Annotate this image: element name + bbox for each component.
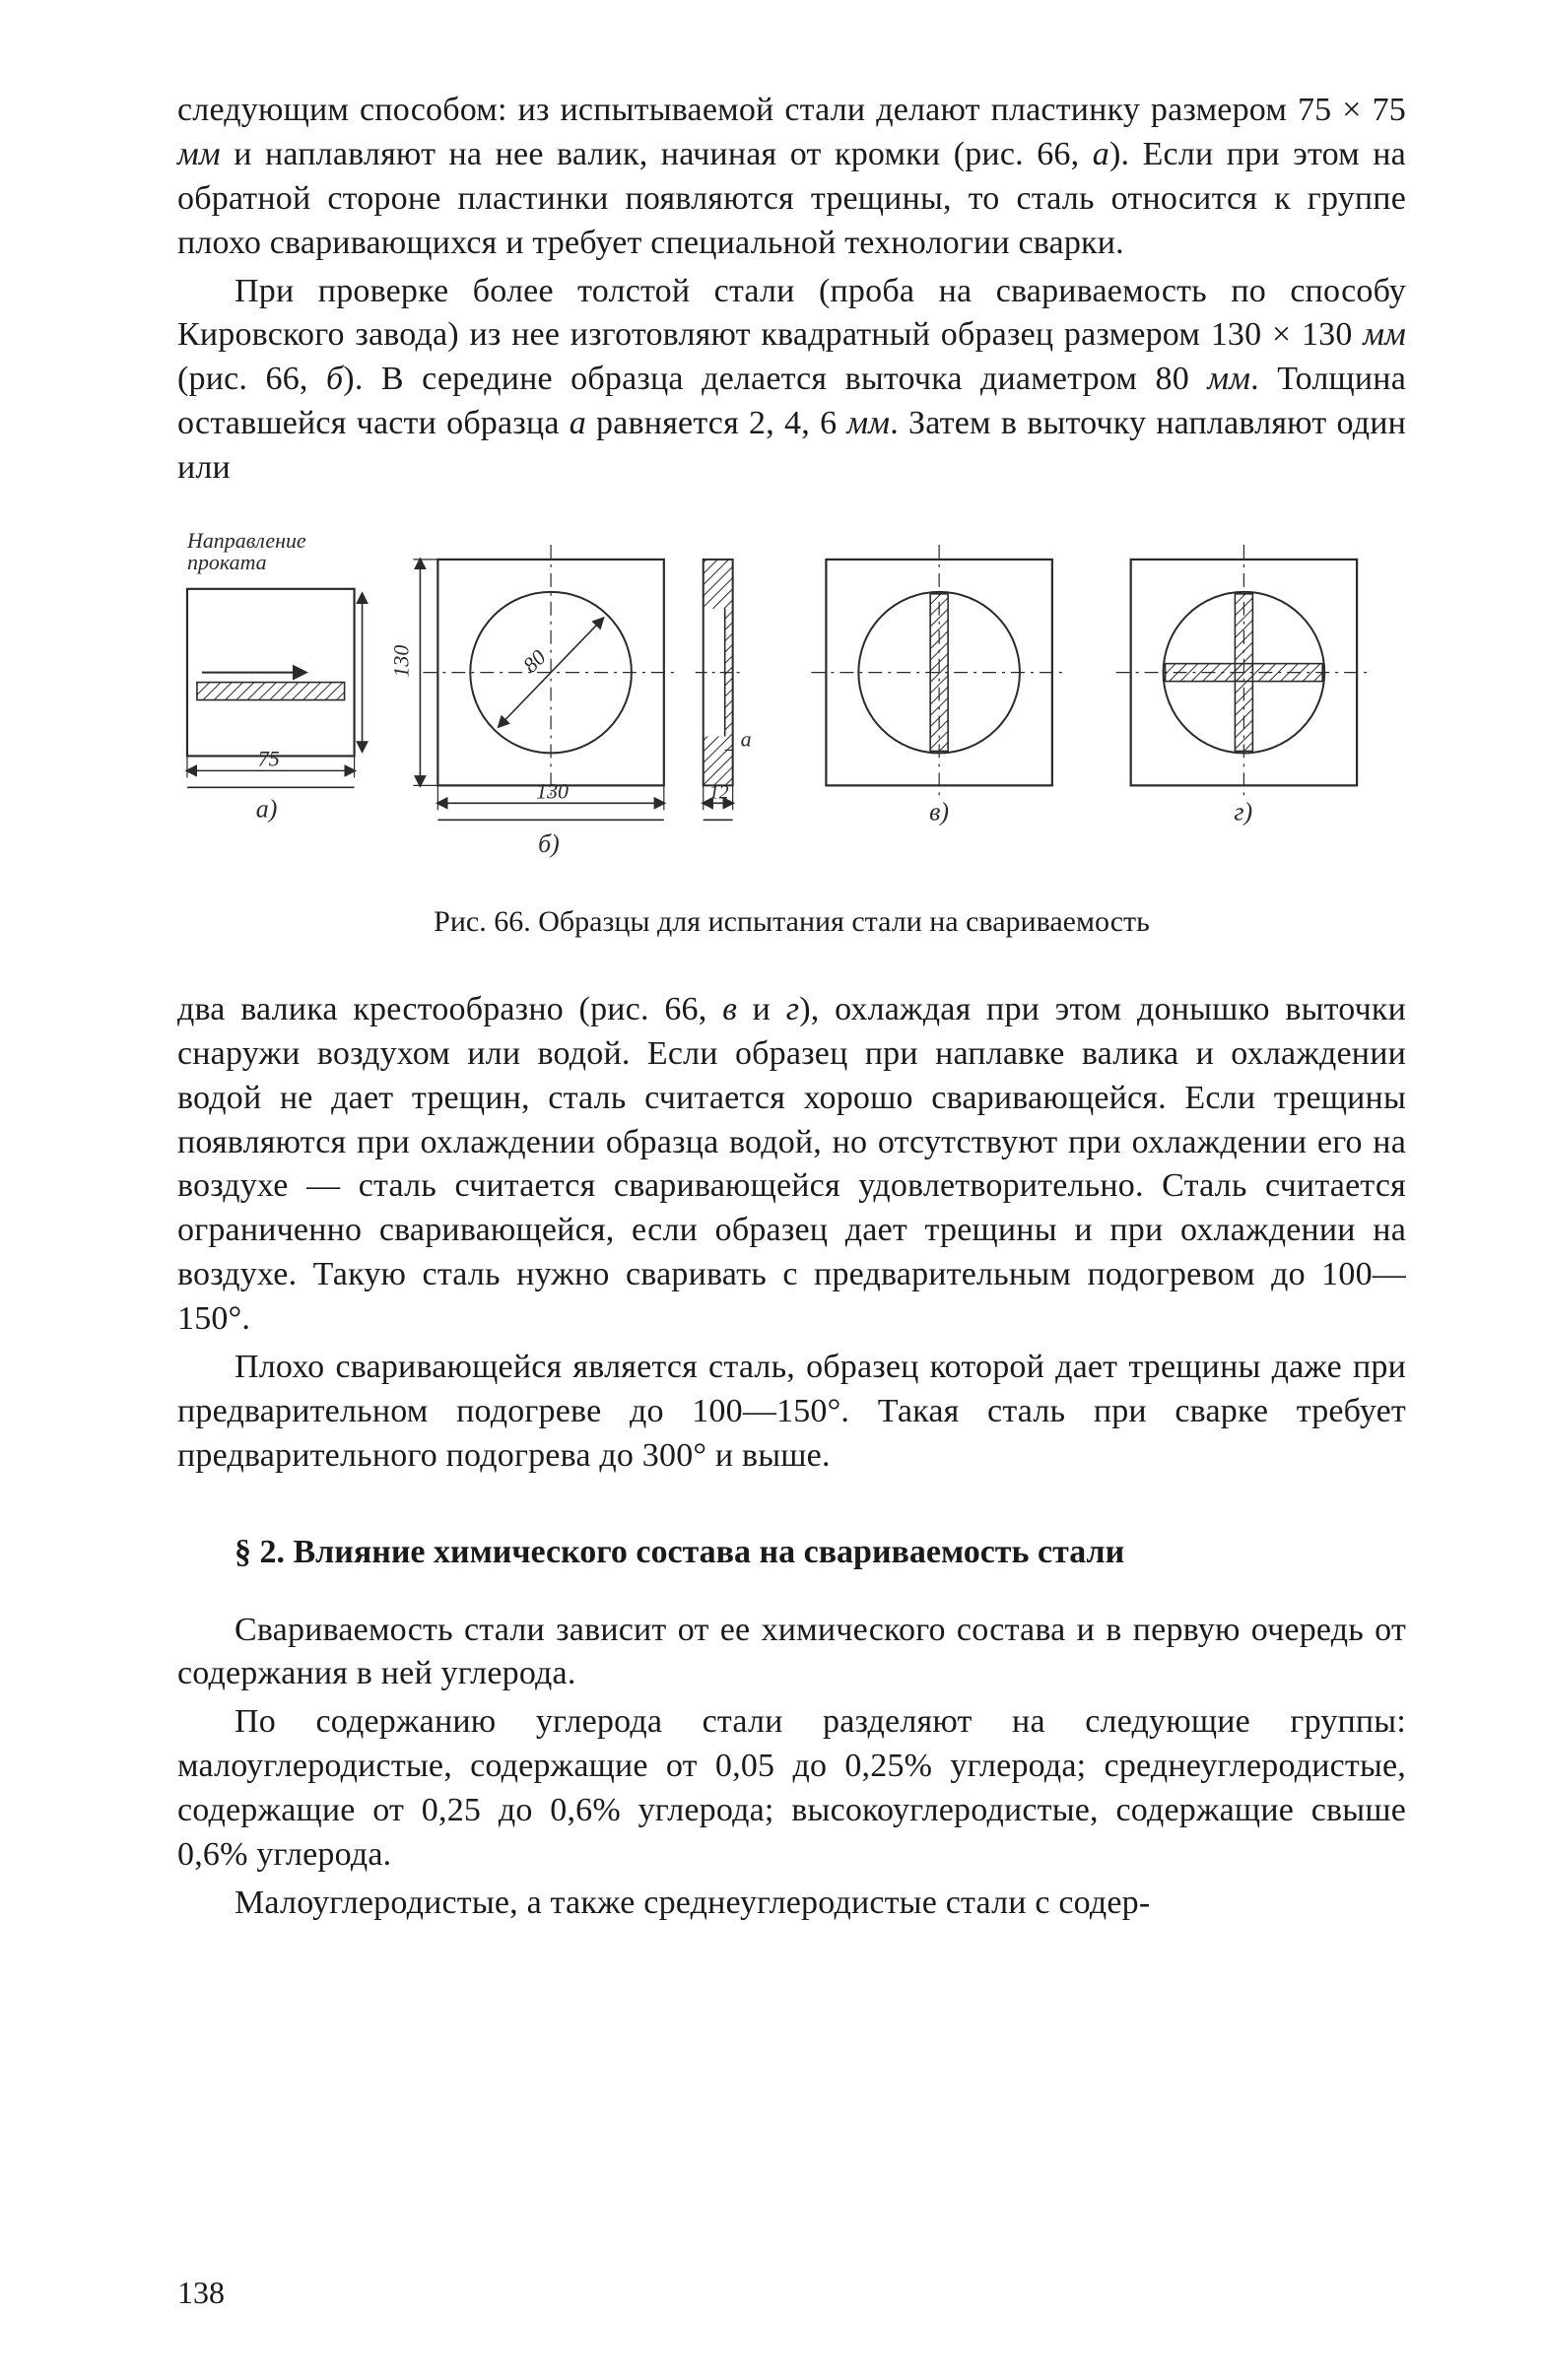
panel-g: г): [1116, 545, 1372, 826]
var-a: а: [570, 405, 586, 441]
sublabel-g: г): [1234, 797, 1252, 826]
sublabel-v: в): [929, 797, 949, 826]
unit-mm: мм: [1207, 361, 1250, 397]
fig-label-g: г: [786, 991, 799, 1027]
paragraph-4: Плохо сваривающейся является сталь, обра…: [177, 1346, 1406, 1479]
figure-66: Направление проката 75 а): [177, 520, 1406, 939]
paragraph-1: следующим способом: из испытываемой стал…: [177, 89, 1406, 266]
text: два валика крестообразно (рис. 66,: [177, 991, 722, 1027]
unit-mm: мм: [1363, 316, 1406, 353]
panel-b: 80 130 130 б): [388, 545, 751, 858]
fig-label-v: в: [722, 991, 737, 1027]
paragraph-3: два валика крестообразно (рис. 66, в и г…: [177, 988, 1406, 1342]
dim-12: 12: [709, 781, 729, 803]
text: равняется 2, 4, 6: [586, 405, 846, 441]
text: ). В середине образца делает­ся выточка …: [343, 361, 1207, 397]
text: следующим способом: из испытываемой стал…: [177, 92, 1406, 128]
unit-mm: мм: [846, 405, 890, 441]
dim-75: 75: [258, 746, 280, 770]
fig-label-b: б: [326, 361, 343, 397]
page-number: 138: [177, 2275, 225, 2311]
var-a-label: а: [741, 726, 752, 751]
paragraph-2: При проверке более толстой стали (проба …: [177, 270, 1406, 491]
panel-v: в): [811, 545, 1066, 826]
dim-130-h: 130: [388, 645, 413, 678]
sublabel-a: а): [256, 794, 278, 823]
fig-label-a: а: [1093, 136, 1109, 172]
figure-svg: Направление проката 75 а): [177, 520, 1406, 884]
paragraph-6: По содержанию углерода стали разделяют н…: [177, 1700, 1406, 1878]
section-heading: § 2. Влияние химического состава на свар…: [177, 1534, 1406, 1571]
unit-mm: мм: [177, 136, 221, 172]
panel-a: Направление проката 75 а): [186, 528, 363, 823]
figure-caption: Рис. 66. Образцы для испытания стали на …: [177, 905, 1406, 939]
text: При проверке более толстой стали (проба …: [177, 273, 1406, 354]
page: следующим способом: из испытываемой стал…: [0, 0, 1544, 2380]
text: и наплавляют на нее валик, начиная от кр…: [221, 136, 1093, 172]
label-direction-2: проката: [187, 550, 267, 574]
paragraph-7: Малоуглеродистые, а также среднеуглероди…: [177, 1882, 1406, 1926]
text: и: [737, 991, 786, 1027]
dim-130-w: 130: [536, 778, 569, 803]
paragraph-5: Свариваемость стали зависит от ее химиче…: [177, 1609, 1406, 1697]
sublabel-b: б): [538, 829, 560, 858]
text: ), охлаждая при этом доныш­ко выточки сн…: [177, 991, 1406, 1337]
text: (рис. 66,: [177, 361, 326, 397]
